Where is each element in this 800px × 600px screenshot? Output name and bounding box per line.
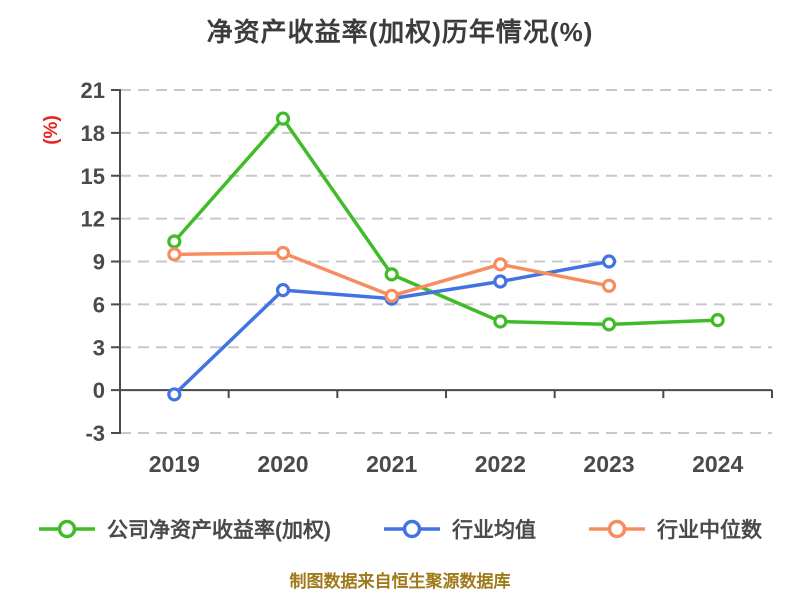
- data-point-s0-2022: [493, 314, 508, 329]
- series-line-0: [172, 116, 720, 327]
- data-point-s2-2021: [384, 288, 399, 303]
- legend-marker-icon: [589, 519, 645, 539]
- data-point-s2-2019: [167, 247, 182, 262]
- y-tick-label-0: 0: [93, 378, 105, 403]
- x-tick-label-2019: 2019: [149, 451, 200, 477]
- data-point-s0-2024: [710, 312, 725, 328]
- y-tick-label-3: 3: [93, 335, 105, 360]
- legend-label-1: 行业均值: [452, 519, 536, 542]
- legend-item-1[interactable]: 行业均值: [383, 514, 536, 544]
- legend-marker-icon: [39, 519, 95, 539]
- legend-marker-icon: [384, 519, 440, 539]
- data-point-s0-2020: [275, 111, 291, 126]
- y-tick-label-9: 9: [93, 250, 105, 275]
- legend-item-0[interactable]: 公司净资产收益率(加权): [38, 514, 331, 544]
- data-point-s0-2023: [601, 317, 617, 332]
- y-tick-label-18: 18: [81, 121, 105, 146]
- legend-label-2: 行业中位数: [657, 519, 762, 542]
- data-point-s1-2020: [275, 282, 291, 298]
- y-axis-unit-label: (%): [41, 115, 62, 145]
- data-source-note: 制图数据来自恒生聚源数据库: [289, 572, 511, 591]
- data-point-s2-2022: [493, 257, 508, 272]
- data-point-s2-2020: [275, 245, 291, 261]
- roe-line-chart: 21 18 15 12 9 6 3 0 -3 2019 2020 2021 2022 2023 2024 (%…: [41, 78, 773, 477]
- data-point-s0-2021: [384, 267, 399, 282]
- y-tick-label-15: 15: [81, 164, 105, 189]
- data-point-s2-2023: [601, 278, 617, 293]
- y-tick-label-12: 12: [81, 207, 105, 232]
- x-tick-label-2022: 2022: [475, 451, 526, 477]
- data-point-s1-2019: [167, 387, 182, 402]
- x-tick-label-2020: 2020: [257, 451, 308, 477]
- x-tick-label-2021: 2021: [366, 451, 417, 477]
- legend-label-0: 公司净资产收益率(加权): [107, 519, 331, 542]
- data-point-s1-2022: [493, 274, 508, 289]
- data-point-s0-2019: [167, 234, 182, 249]
- chart-legend: 公司净资产收益率(加权) 行业均值 行业中位数: [0, 514, 800, 544]
- legend-item-2[interactable]: 行业中位数: [588, 514, 762, 544]
- data-point-s1-2023: [601, 254, 617, 269]
- chart-title: 净资产收益率(加权)历年情况(%): [206, 17, 594, 47]
- y-tick-label--3: -3: [85, 421, 105, 446]
- y-tick-label-21: 21: [81, 78, 105, 103]
- x-tick-label-2023: 2023: [583, 451, 634, 477]
- x-tick-label-2024: 2024: [692, 451, 743, 477]
- y-tick-label-6: 6: [93, 292, 105, 317]
